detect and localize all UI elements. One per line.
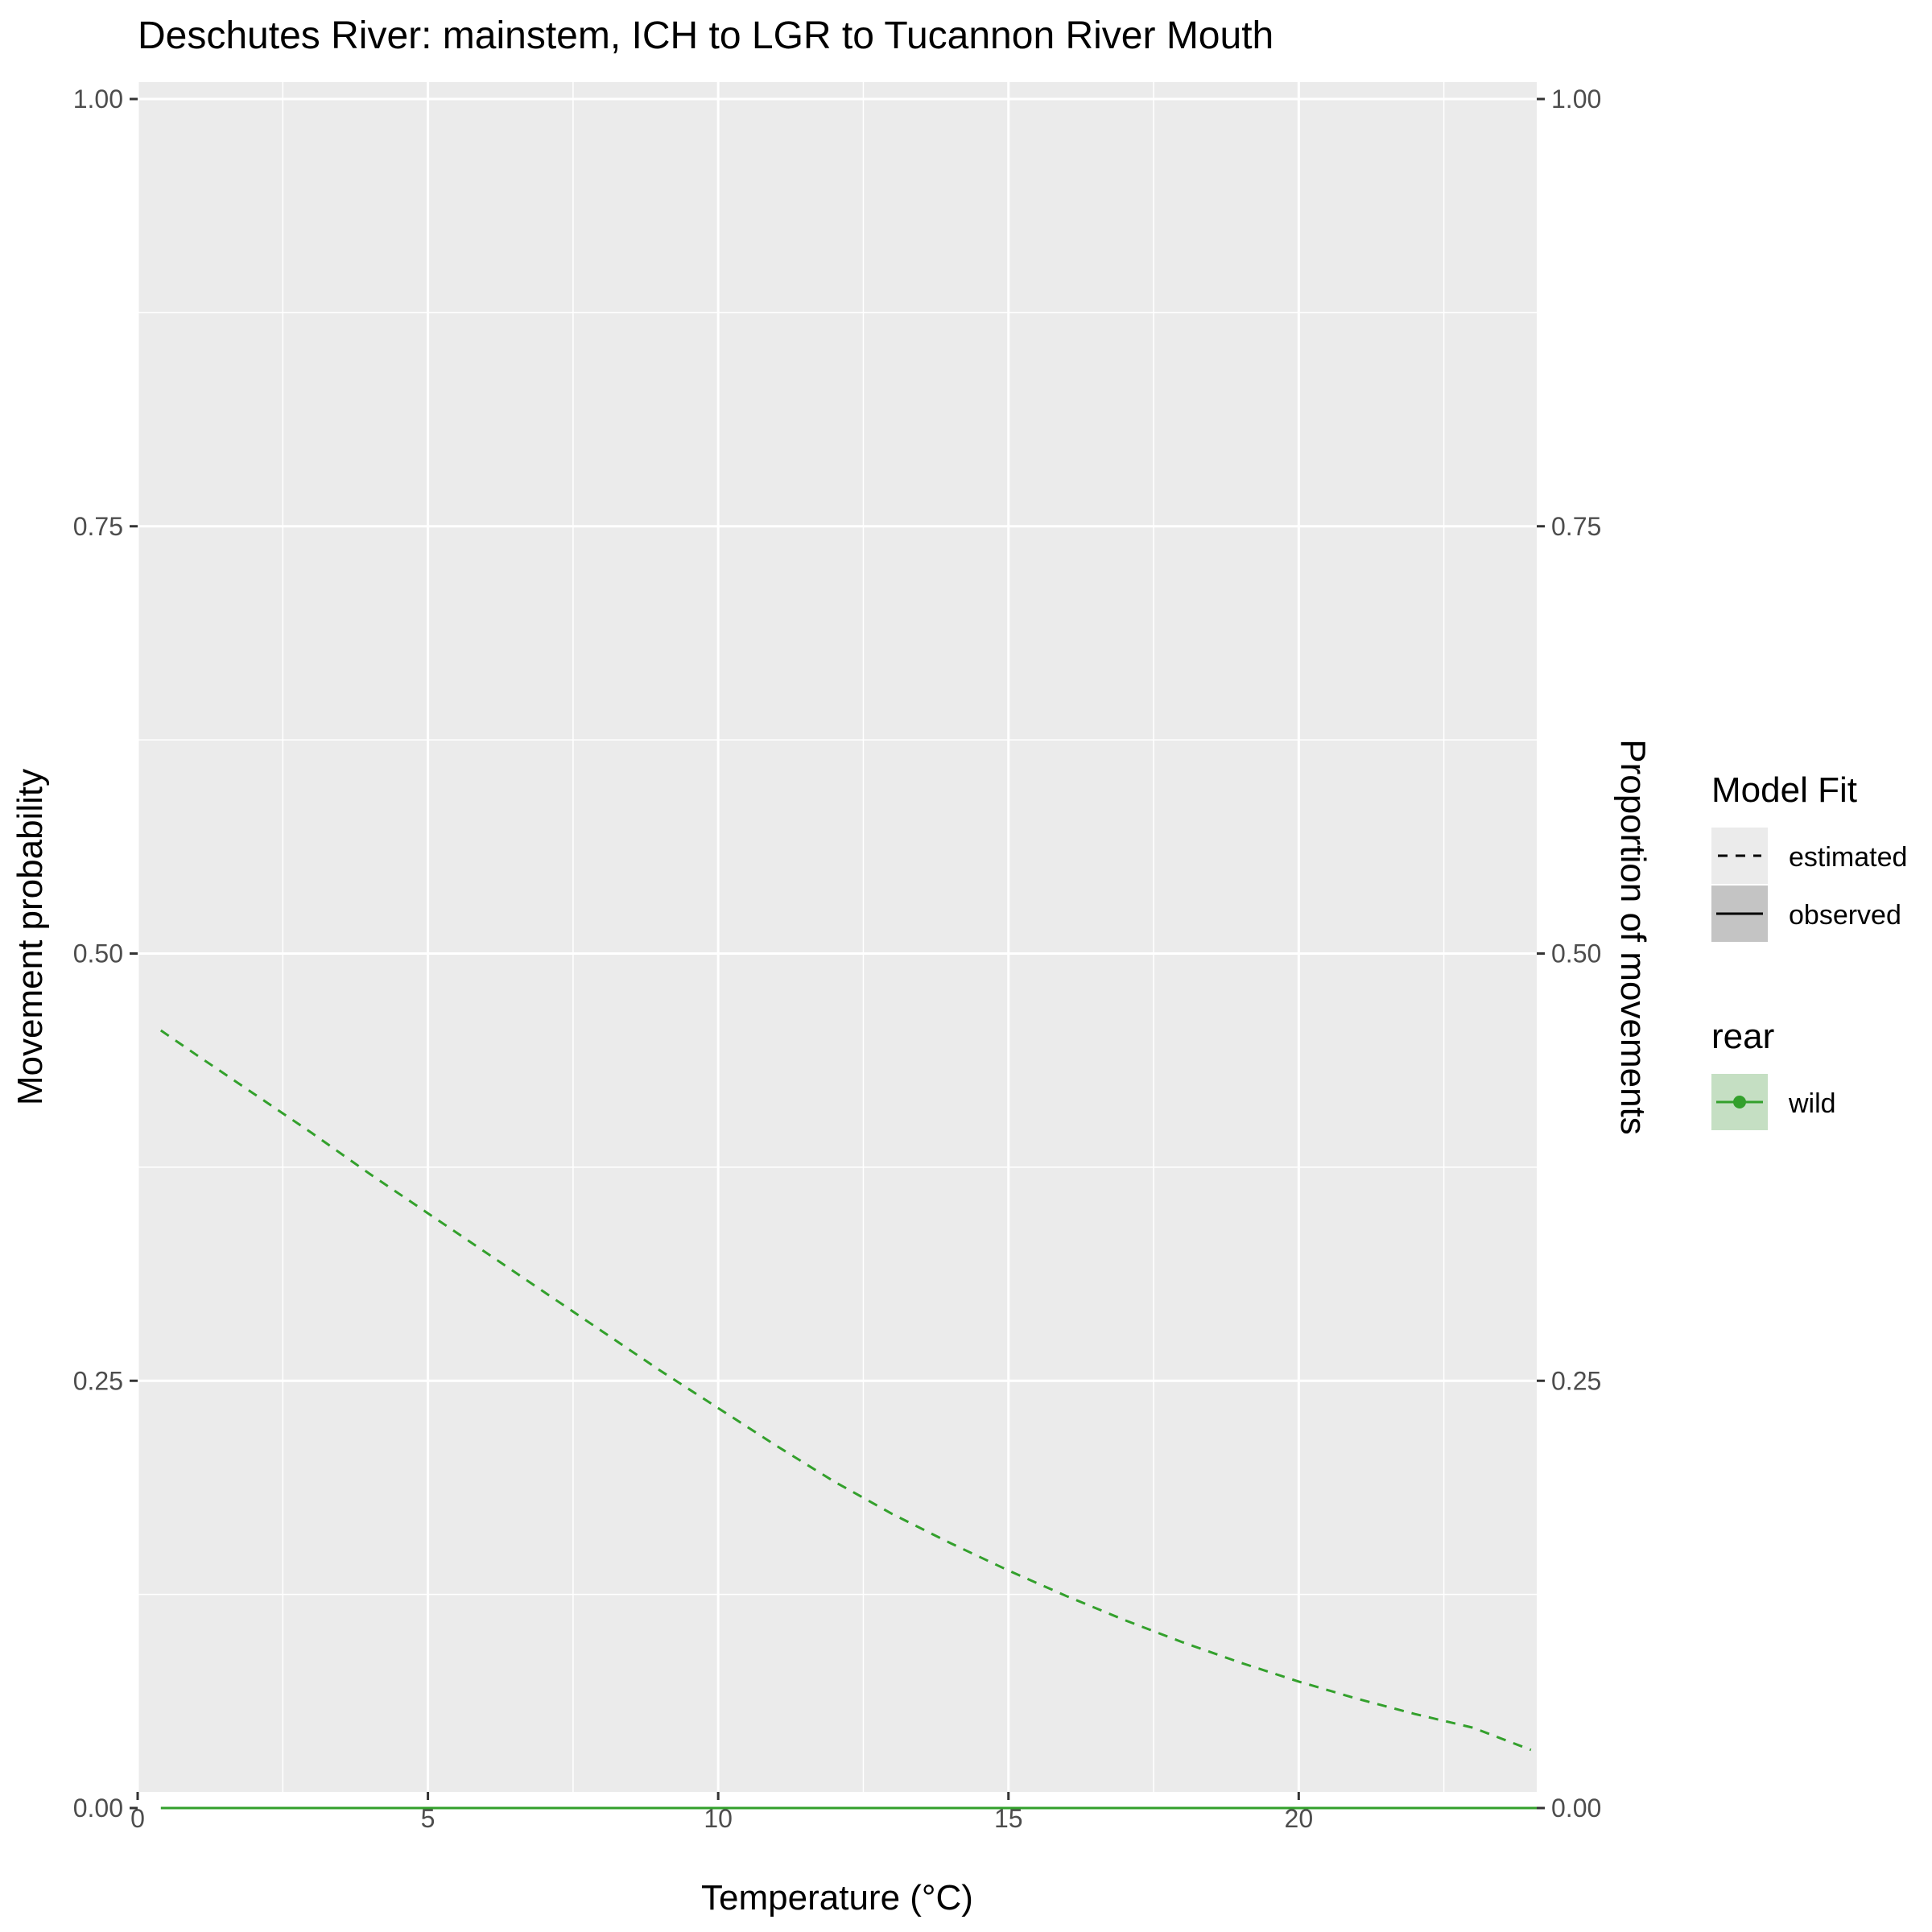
y-tick-label-left: 0.50 xyxy=(73,939,123,968)
grid-lines xyxy=(136,82,1537,1810)
y-tick-label-right: 0.00 xyxy=(1551,1794,1601,1823)
y-axis-label-left: Movement probability xyxy=(10,769,50,1105)
y-tick-label-right: 0.50 xyxy=(1551,939,1601,968)
y-tick-label-left: 0.75 xyxy=(73,512,123,541)
legend-wild-point xyxy=(1733,1096,1746,1108)
y-tick-label-right: 0.75 xyxy=(1551,512,1601,541)
legend: Model Fit estimated observed rear wild xyxy=(1711,770,1907,1130)
y-tick-label-left: 0.00 xyxy=(73,1794,123,1823)
y-tick-label-right: 0.25 xyxy=(1551,1366,1601,1395)
plot-panel xyxy=(138,82,1537,1792)
y-tick-label-right: 1.00 xyxy=(1551,85,1601,114)
y-tick-label-left: 0.25 xyxy=(73,1366,123,1395)
chart-title: Deschutes River: mainstem, ICH to LGR to… xyxy=(138,14,1274,57)
x-tick-label: 15 xyxy=(994,1804,1023,1833)
legend-label-wild: wild xyxy=(1788,1088,1836,1119)
x-tick-label: 0 xyxy=(130,1804,145,1833)
x-axis-label: Temperature (°C) xyxy=(701,1878,973,1918)
legend-title-model-fit: Model Fit xyxy=(1711,770,1857,810)
series-line-estimated xyxy=(159,1029,1532,1752)
legend-label-observed: observed xyxy=(1789,900,1901,931)
x-tick-label: 10 xyxy=(704,1804,733,1833)
data-series xyxy=(159,1029,1537,1810)
y-tick-label-left: 1.00 xyxy=(73,85,123,114)
axes: 0 5 10 15 20 0.00 0.00 0.25 0.25 0.50 0.50 0.75 0.75… xyxy=(73,85,1602,1833)
x-tick-label: 20 xyxy=(1285,1804,1314,1833)
y-axis-label-right: Proportion of movements xyxy=(1613,739,1653,1135)
legend-label-estimated: estimated xyxy=(1789,842,1907,873)
x-tick-label: 5 xyxy=(421,1804,436,1833)
legend-title-rear: rear xyxy=(1711,1017,1774,1056)
